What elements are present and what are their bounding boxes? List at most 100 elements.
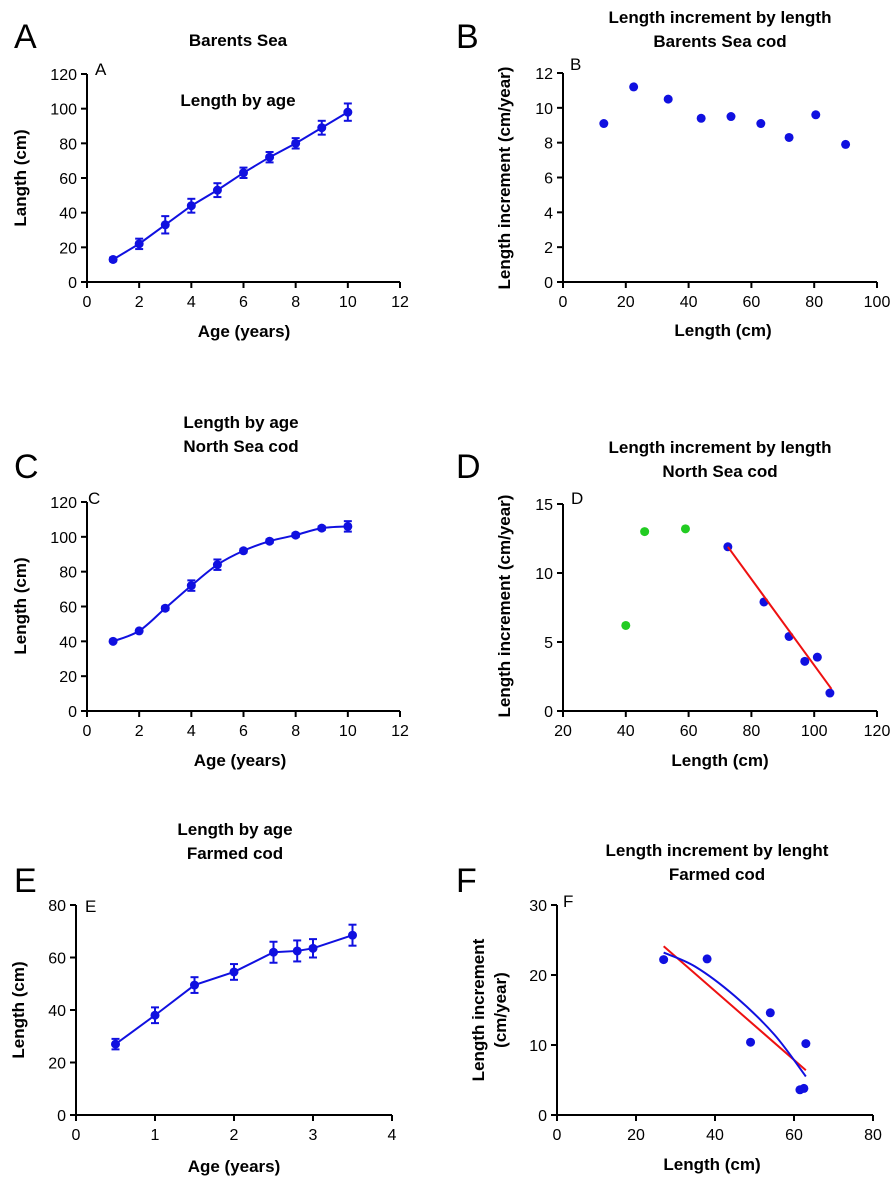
data-point: [784, 132, 794, 142]
x-tick-label: 10: [339, 294, 357, 311]
x-axis-label: Length (cm): [671, 751, 768, 770]
y-tick-label: 40: [59, 634, 77, 651]
x-tick-label: 20: [627, 1127, 645, 1144]
data-point: [663, 94, 673, 104]
y-tick-label: 20: [59, 240, 77, 257]
data-point: [659, 955, 669, 965]
data-point: [239, 168, 248, 178]
series-line: [727, 546, 833, 690]
chart-title-line: Length increment by lenght: [606, 841, 829, 860]
data-point: [599, 119, 609, 129]
x-tick-label: 6: [239, 723, 248, 740]
x-axis-label: Age (years): [188, 1157, 281, 1176]
y-tick-label: 40: [48, 1003, 66, 1020]
y-tick-label: 20: [48, 1056, 66, 1073]
x-tick-label: 80: [864, 1127, 882, 1144]
y-tick-label: 0: [57, 1108, 66, 1125]
panel-inner-label: C: [88, 489, 100, 508]
x-tick-label: 20: [554, 723, 572, 740]
y-tick-label: 0: [68, 704, 77, 721]
x-tick-label: 80: [805, 294, 823, 311]
panel-letter: F: [456, 862, 477, 900]
panel-inner-label: A: [95, 60, 107, 79]
y-tick-label: 60: [59, 600, 77, 617]
x-tick-label: 8: [291, 294, 300, 311]
x-tick-label: 60: [680, 723, 698, 740]
data-point: [111, 1039, 120, 1049]
x-tick-label: 4: [388, 1127, 397, 1144]
data-point: [621, 620, 631, 630]
y-tick-label: 0: [544, 275, 553, 292]
y-tick-label: 60: [59, 171, 77, 188]
data-point: [108, 254, 118, 264]
panel-inner-label: D: [571, 489, 583, 508]
chart-title-line: Barents Sea cod: [653, 32, 786, 51]
y-tick-label: 40: [59, 206, 77, 223]
y-tick-label: 10: [529, 1038, 547, 1055]
y-tick-label: 30: [529, 898, 547, 915]
data-point: [160, 603, 170, 613]
data-point: [212, 185, 222, 195]
x-tick-label: 0: [553, 1127, 562, 1144]
chart-title-line: Length increment by length: [609, 438, 832, 457]
y-tick-label: 80: [48, 898, 66, 915]
y-tick-label: 6: [544, 171, 553, 188]
x-tick-label: 20: [617, 294, 635, 311]
y-tick-label: 4: [544, 205, 553, 222]
data-point: [239, 546, 248, 556]
y-axis-label: (cm/year): [491, 972, 510, 1048]
y-tick-label: 120: [50, 67, 77, 84]
data-point: [812, 652, 822, 662]
chart-title-line: Length by age: [183, 413, 298, 432]
x-tick-label: 60: [785, 1127, 803, 1144]
panel-inner-label: E: [85, 897, 96, 916]
data-point: [640, 527, 650, 537]
x-tick-label: 80: [743, 723, 761, 740]
x-axis-label: Length (cm): [663, 1155, 760, 1174]
x-tick-label: 4: [187, 723, 196, 740]
y-tick-label: 0: [544, 704, 553, 721]
chart-title-line: Farmed cod: [187, 844, 283, 863]
chart-title-line: North Sea cod: [662, 462, 777, 481]
y-tick-label: 15: [535, 497, 553, 514]
x-tick-label: 12: [391, 723, 409, 740]
panel-letter: A: [14, 18, 37, 56]
y-tick-label: 10: [535, 566, 553, 583]
x-axis-label: Length (cm): [674, 321, 771, 340]
y-tick-label: 0: [538, 1108, 547, 1125]
series-curve: [663, 951, 807, 1078]
x-tick-label: 0: [83, 294, 92, 311]
data-point: [292, 946, 302, 956]
y-tick-label: 0: [68, 275, 77, 292]
y-tick-label: 60: [48, 951, 66, 968]
data-point: [269, 947, 278, 957]
panel-b: B B Length increment by length Barents Sea …: [456, 8, 890, 340]
data-point: [317, 123, 327, 133]
data-point: [799, 1083, 809, 1093]
x-tick-label: 4: [187, 294, 196, 311]
data-point: [811, 110, 821, 120]
panel-inner-label: B: [570, 55, 581, 74]
chart-title-line: Barents Sea: [189, 31, 288, 50]
panel-letter: B: [456, 18, 479, 56]
series-0: [621, 524, 690, 630]
data-point: [629, 82, 639, 92]
data-point: [186, 581, 196, 591]
series-1: [723, 542, 835, 698]
data-point: [702, 954, 712, 964]
x-tick-label: 10: [339, 723, 357, 740]
x-tick-label: 2: [230, 1127, 239, 1144]
data-point: [348, 930, 357, 940]
data-point: [841, 139, 851, 149]
x-tick-label: 120: [864, 723, 891, 740]
y-tick-label: 20: [529, 968, 547, 985]
data-point: [291, 138, 301, 148]
data-point: [800, 656, 810, 666]
data-point: [108, 636, 118, 646]
chart-title-line: Farmed cod: [669, 865, 765, 884]
data-point: [229, 967, 239, 977]
series-line: [662, 945, 807, 1071]
y-tick-label: 20: [59, 669, 77, 686]
panel-d: D D Length increment by length North Sea co…: [456, 438, 890, 770]
